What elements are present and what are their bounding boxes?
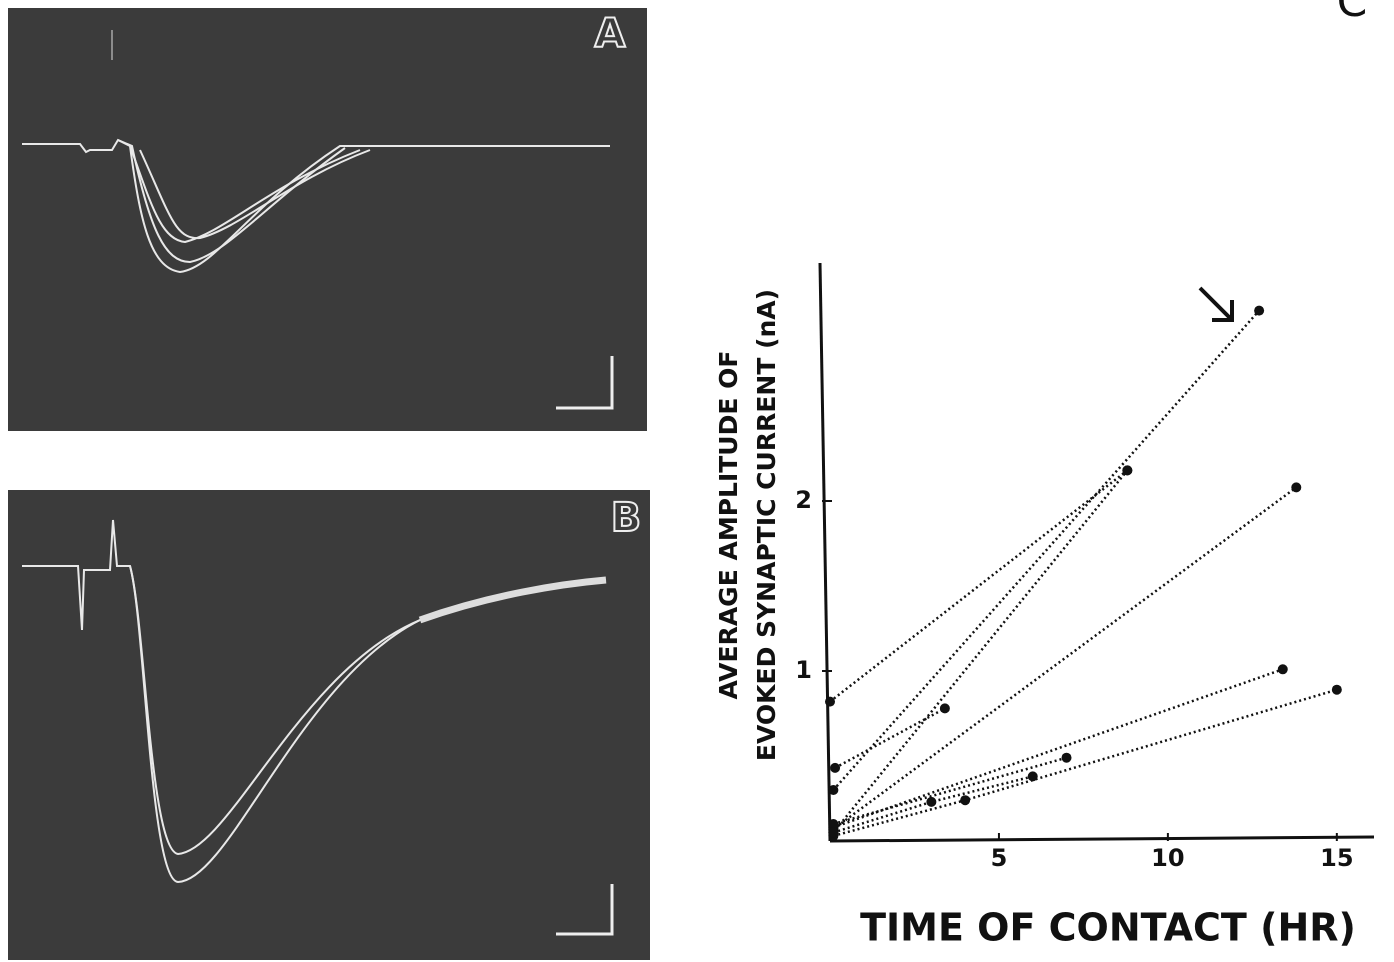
x-axis (830, 837, 1374, 841)
x-tick-label: 15 (1320, 844, 1353, 872)
oscilloscope-screen (8, 490, 650, 960)
x-axis-label: TIME OF CONTACT (HR) (860, 906, 1356, 950)
data-point (1028, 771, 1038, 781)
panel-label: B (611, 495, 642, 541)
y-tick-label: 2 (795, 486, 812, 514)
y-tick-label: 1 (795, 656, 812, 684)
series-line (833, 487, 1296, 829)
data-point (828, 828, 838, 838)
data-point (830, 763, 840, 773)
arrow (1200, 288, 1232, 320)
y-axis-label: AVERAGE AMPLITUDE OF (714, 351, 743, 700)
panel-b: B (8, 490, 650, 960)
data-point (1062, 753, 1072, 763)
x-tick-label: 5 (991, 844, 1008, 872)
y-axis-label: EVOKED SYNAPTIC CURRENT (nA) (752, 289, 781, 761)
data-point (1291, 482, 1301, 492)
data-point (825, 697, 835, 707)
data-point (828, 785, 838, 795)
panel-label: A (595, 11, 626, 57)
data-point (1122, 465, 1132, 475)
data-point (926, 797, 936, 807)
series-line (833, 690, 1336, 836)
series-line (833, 758, 1066, 824)
data-point (940, 703, 950, 713)
series-line (833, 470, 1127, 832)
series-line (835, 708, 945, 768)
x-tick-label: 10 (1151, 844, 1184, 872)
data-point (1332, 685, 1342, 695)
series-line (830, 470, 1127, 701)
panel-label: C (1337, 0, 1368, 27)
figure: A B C 5 10 15 1 2 TIME OF CONTACT (HR) AVERAGE… (0, 0, 1394, 962)
data-point (960, 795, 970, 805)
series-line (833, 311, 1259, 790)
data-point (1278, 664, 1288, 674)
data-point (1254, 306, 1264, 316)
oscilloscope-screen (8, 8, 647, 431)
y-axis (820, 263, 830, 841)
panel-a: A (8, 8, 647, 431)
panel-c: C 5 10 15 1 2 TIME OF CONTACT (HR) AVERAGE AMP… (714, 0, 1374, 950)
